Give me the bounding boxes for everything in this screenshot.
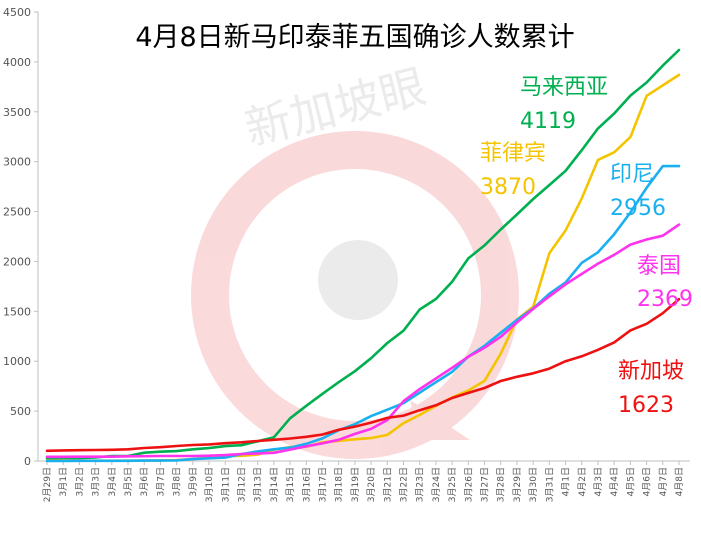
x-tick-label: 3月10日 <box>204 467 215 502</box>
legend-label-singapore: 新加坡 <box>618 359 684 384</box>
series-line-4 <box>45 297 681 453</box>
y-tick-label: 2500 <box>3 206 31 219</box>
x-tick-label: 3月11日 <box>220 467 231 502</box>
series-line-2 <box>45 164 681 463</box>
legend-label-thailand: 泰国 <box>637 254 681 279</box>
watermark: 新加坡眼 <box>191 59 519 459</box>
x-tick-label: 3月18日 <box>334 467 345 502</box>
x-tick-label: 3月19日 <box>350 467 361 502</box>
y-tick-label: 0 <box>24 455 31 468</box>
x-tick-label: 3月3日 <box>91 467 102 496</box>
chart-title: 4月8日新马印泰菲五国确诊人数累计 <box>135 22 574 53</box>
x-tick-label: 3月6日 <box>139 467 150 496</box>
x-tick-label: 4月3日 <box>593 467 604 496</box>
x-tick-label: 3月24日 <box>431 467 442 502</box>
series-line-0 <box>45 48 681 460</box>
x-tick-label: 3月30日 <box>528 467 539 502</box>
x-tick-label: 3月22日 <box>399 467 410 502</box>
x-tick-label: 4月1日 <box>561 467 572 496</box>
y-tick-label: 4000 <box>3 56 31 69</box>
series-line-3 <box>45 223 681 459</box>
x-tick-label: 3月21日 <box>382 467 393 502</box>
x-tick-label: 4月6日 <box>642 467 653 496</box>
x-tick-label: 3月7日 <box>155 467 166 496</box>
x-tick-label: 2月29日 <box>42 467 53 502</box>
y-tick-label: 2000 <box>3 255 31 268</box>
x-tick-label: 3月1日 <box>58 467 69 496</box>
x-tick-label: 3月23日 <box>415 467 426 502</box>
x-tick-label: 4月4日 <box>609 467 620 496</box>
value-label-singapore: 1623 <box>618 393 674 418</box>
y-tick-label: 3500 <box>3 106 31 119</box>
y-tick-label: 1500 <box>3 305 31 318</box>
x-tick-label: 4月5日 <box>625 467 636 496</box>
x-tick-label: 3月31日 <box>544 467 555 502</box>
x-tick-label: 3月26日 <box>463 467 474 502</box>
x-tick-label: 3月17日 <box>317 467 328 502</box>
x-tick-label: 3月5日 <box>123 467 134 496</box>
x-tick-label: 3月29日 <box>512 467 523 502</box>
x-tick-label: 3月14日 <box>269 467 280 502</box>
x-tick-label: 3月25日 <box>447 467 458 502</box>
y-tick-label: 1000 <box>3 355 31 368</box>
y-tick-labels: 0 500 1000 1500 2000 2500 3000 3500 4000 4500 <box>3 6 38 468</box>
y-tick-label: 500 <box>10 405 31 418</box>
legend-label-philippines: 菲律宾 <box>480 141 546 166</box>
series-lines <box>45 48 681 463</box>
x-tick-label: 3月12日 <box>236 467 247 502</box>
x-tick-labels: 2月29日 3月1日 3月2日 3月3日 3月4日 3月5日 3月6日 3月7日 3月8日 3月9… <box>42 461 685 502</box>
x-tick-label: 3月8日 <box>172 467 183 496</box>
x-tick-label: 4月8日 <box>674 467 685 496</box>
value-label-philippines: 3870 <box>480 175 536 200</box>
x-tick-label: 4月2日 <box>577 467 588 496</box>
x-tick-label: 3月28日 <box>496 467 507 502</box>
value-label-thailand: 2369 <box>637 287 693 312</box>
x-tick-label: 3月4日 <box>107 467 118 496</box>
x-tick-label: 3月20日 <box>366 467 377 502</box>
legend-label-indonesia: 印尼 <box>610 162 654 187</box>
y-tick-label: 4500 <box>3 6 31 19</box>
x-tick-label: 3月16日 <box>301 467 312 502</box>
legend-label-malaysia: 马来西亚 <box>520 75 608 100</box>
value-label-malaysia: 4119 <box>520 109 576 134</box>
watermark-dot <box>318 240 398 320</box>
y-tick-label: 3000 <box>3 156 31 169</box>
x-tick-label: 4月7日 <box>658 467 669 496</box>
x-tick-label: 3月9日 <box>188 467 199 496</box>
x-tick-label: 3月15日 <box>285 467 296 502</box>
watermark-pin <box>410 400 470 440</box>
x-tick-label: 3月2日 <box>74 467 85 496</box>
x-tick-label: 3月13日 <box>253 467 264 502</box>
x-tick-label: 3月27日 <box>480 467 491 502</box>
value-label-indonesia: 2956 <box>610 196 666 221</box>
